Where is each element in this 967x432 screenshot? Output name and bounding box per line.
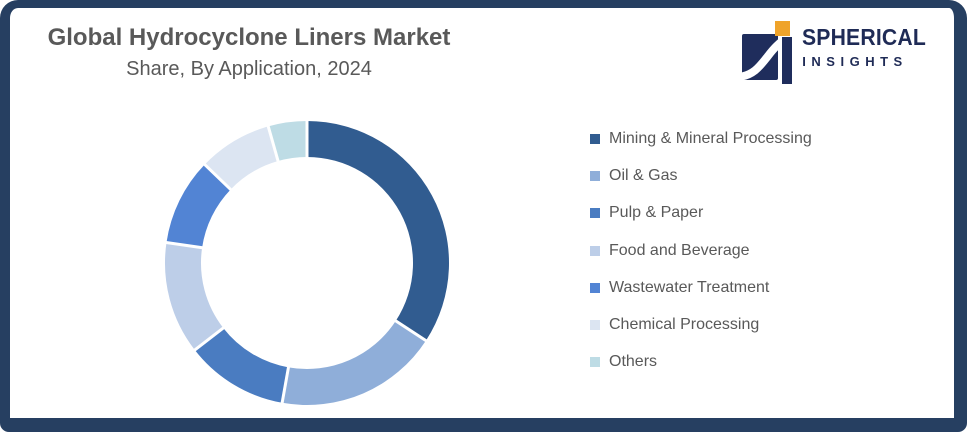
donut-segment-gap — [265, 123, 281, 165]
legend-item: Wastewater Treatment — [590, 269, 812, 306]
legend-item: Others — [590, 344, 812, 381]
legend-label: Oil & Gas — [609, 166, 678, 184]
logo-text: SPHERICAL INSIGHTS — [802, 21, 937, 69]
page-title: Global Hydrocyclone Liners Market — [47, 24, 451, 51]
legend-item: Pulp & Paper — [590, 195, 812, 232]
legend-label: Wastewater Treatment — [609, 278, 770, 296]
chart-legend: Mining & Mineral Processing Oil & Gas Pulp… — [590, 120, 812, 381]
donut-segment-others — [268, 121, 307, 162]
logo-name: SPHERICAL — [802, 24, 927, 50]
donut-segment-mining-mineral-processing — [307, 121, 450, 341]
legend-swatch-icon — [590, 282, 600, 293]
legend-item: Chemical Processing — [590, 306, 812, 343]
legend-swatch-icon — [590, 320, 600, 331]
donut-segment-chemical-processing — [204, 126, 279, 190]
donut-segment-food-and-beverage — [165, 242, 224, 351]
legend-swatch-icon — [590, 245, 600, 256]
donut-segment-wastewater-treatment — [166, 164, 231, 248]
legend-swatch-icon — [590, 133, 600, 144]
donut-segment-gap — [392, 318, 430, 344]
legend-item: Oil & Gas — [590, 157, 812, 194]
legend-swatch-icon — [590, 208, 600, 219]
donut-segment-gap — [280, 364, 291, 407]
spherical-insights-logo: SPHERICAL INSIGHTS — [742, 21, 937, 84]
donut-chart — [163, 118, 450, 407]
legend-item: Food and Beverage — [590, 232, 812, 269]
legend-swatch-icon — [590, 170, 600, 181]
legend-label: Pulp & Paper — [609, 204, 704, 222]
spherical-insights-logo-icon — [742, 21, 793, 84]
legend-label: Food and Beverage — [609, 241, 750, 259]
donut-segment-gap — [163, 240, 206, 250]
donut-segment-gap — [201, 161, 234, 193]
logo-tagline: INSIGHTS — [802, 54, 908, 69]
legend-swatch-icon — [590, 357, 600, 368]
legend-label: Chemical Processing — [609, 316, 760, 334]
donut-segment-gap — [191, 324, 227, 354]
donut-segment-pulp-paper — [194, 327, 289, 403]
legend-label: Others — [609, 353, 658, 371]
page-subtitle: Share, By Application, 2024 — [126, 57, 372, 80]
donut-segment-oil-gas — [282, 320, 426, 406]
legend-label: Mining & Mineral Processing — [609, 129, 812, 147]
title-block: Global Hydrocyclone Liners Market Share,… — [37, 24, 461, 81]
legend-item: Mining & Mineral Processing — [590, 120, 812, 157]
